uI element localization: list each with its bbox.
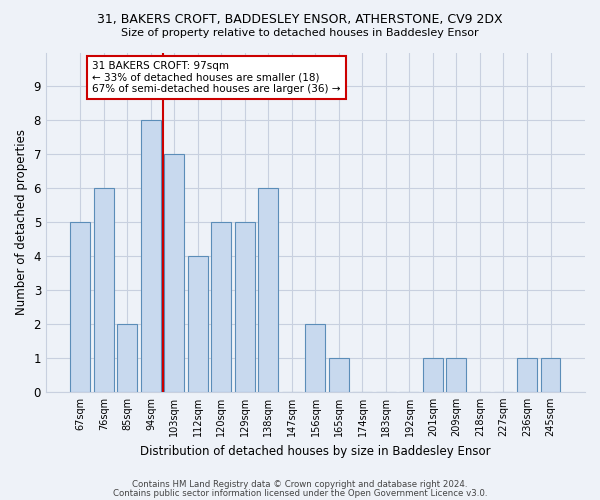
Bar xyxy=(141,120,161,392)
Bar xyxy=(423,358,443,392)
Bar xyxy=(517,358,537,392)
Bar xyxy=(541,358,560,392)
Bar xyxy=(164,154,184,392)
Bar xyxy=(329,358,349,392)
Bar xyxy=(94,188,114,392)
Bar xyxy=(259,188,278,392)
X-axis label: Distribution of detached houses by size in Baddesley Ensor: Distribution of detached houses by size … xyxy=(140,444,491,458)
Bar xyxy=(446,358,466,392)
Text: 31 BAKERS CROFT: 97sqm
← 33% of detached houses are smaller (18)
67% of semi-det: 31 BAKERS CROFT: 97sqm ← 33% of detached… xyxy=(92,61,341,94)
Text: 31, BAKERS CROFT, BADDESLEY ENSOR, ATHERSTONE, CV9 2DX: 31, BAKERS CROFT, BADDESLEY ENSOR, ATHER… xyxy=(97,12,503,26)
Bar xyxy=(235,222,255,392)
Bar xyxy=(188,256,208,392)
Bar xyxy=(211,222,232,392)
Bar xyxy=(118,324,137,392)
Text: Size of property relative to detached houses in Baddesley Ensor: Size of property relative to detached ho… xyxy=(121,28,479,38)
Bar xyxy=(70,222,91,392)
Y-axis label: Number of detached properties: Number of detached properties xyxy=(15,129,28,315)
Text: Contains public sector information licensed under the Open Government Licence v3: Contains public sector information licen… xyxy=(113,489,487,498)
Text: Contains HM Land Registry data © Crown copyright and database right 2024.: Contains HM Land Registry data © Crown c… xyxy=(132,480,468,489)
Bar xyxy=(305,324,325,392)
